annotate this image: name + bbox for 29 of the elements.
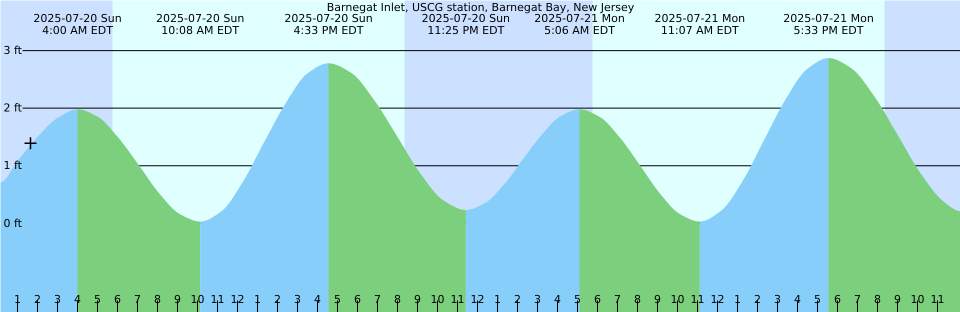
annotation: 2025-07-21 Mon 11:07 AM EDT bbox=[654, 12, 746, 37]
annotation: 2025-07-20 Sun 4:00 AM EDT bbox=[33, 12, 122, 37]
x-tick-label: 10 bbox=[430, 293, 444, 306]
y-tick-label: 3 ft bbox=[4, 44, 23, 58]
x-tick-label: 8 bbox=[634, 293, 641, 306]
x-tick-label: 8 bbox=[154, 293, 161, 306]
x-tick-label: 11 bbox=[930, 293, 944, 306]
x-tick-label: 4 bbox=[554, 293, 561, 306]
x-tick-label: 12 bbox=[470, 293, 484, 306]
x-tick-label: 10 bbox=[910, 293, 924, 306]
x-tick-label: 4 bbox=[74, 293, 81, 306]
annotation: 2025-07-20 Sun 4:33 PM EDT bbox=[284, 12, 373, 37]
x-tick-label: 11 bbox=[450, 293, 464, 306]
annotation: 2025-07-20 Sun 11:25 PM EDT bbox=[422, 12, 510, 37]
annotation: 2025-07-20 Sun 10:08 AM EDT bbox=[156, 12, 244, 37]
x-tick-label: 10 bbox=[670, 293, 684, 306]
x-tick-label: 4 bbox=[314, 293, 321, 306]
x-tick-label: 8 bbox=[394, 293, 401, 306]
y-tick-label: 1 ft bbox=[4, 159, 23, 172]
annotation: 2025-07-21 Mon 5:06 AM EDT bbox=[534, 12, 625, 37]
x-tick-label: 12 bbox=[230, 293, 244, 306]
x-tick-label: 12 bbox=[710, 293, 724, 306]
y-tick-label: 0 ft bbox=[4, 216, 23, 230]
chart-title: Barnegat Inlet, USCG station, Barnegat Bay, New Jersey bbox=[326, 1, 635, 14]
x-tick-label: 4 bbox=[794, 293, 801, 306]
y-tick-label: 2 ft bbox=[4, 102, 23, 115]
x-tick-label: 11 bbox=[210, 293, 224, 306]
annotation: 2025-07-21 Mon 5:33 PM EDT bbox=[783, 12, 874, 37]
x-tick-label: 8 bbox=[874, 293, 881, 306]
